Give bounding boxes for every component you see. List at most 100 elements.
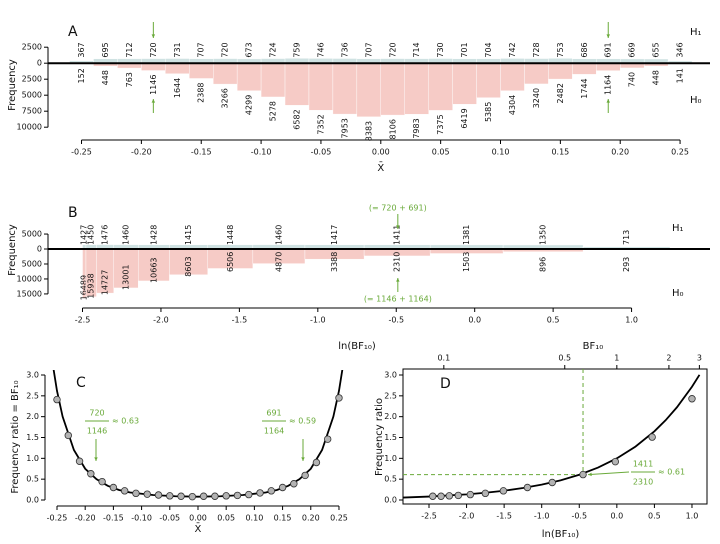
bar [452, 63, 477, 105]
y-tick-label: 7500 [22, 107, 42, 116]
panel-title: D [440, 376, 451, 392]
data-point [245, 490, 253, 499]
x-tick-label: 0.10 [245, 514, 263, 523]
value-label: 712 [125, 42, 134, 57]
value-label: 1448 [226, 225, 235, 245]
x2-tick-label: 3 [697, 354, 702, 363]
y-tick-label: 5000 [22, 230, 42, 239]
value-label: 1350 [539, 225, 548, 245]
y-axis-label: Frequency [7, 59, 18, 111]
value-label: 13001 [121, 264, 130, 289]
value-label: 753 [556, 42, 565, 57]
x-tick-label: 0.25 [330, 514, 348, 523]
x-tick-label: -0.25 [47, 514, 68, 523]
y-tick-label: 0 [37, 245, 42, 254]
x-axis-label: ln(BF₁₀) [542, 529, 580, 540]
value-label: 763 [125, 72, 134, 87]
bar [524, 63, 549, 85]
value-label: 704 [484, 42, 493, 57]
value-label: 742 [508, 42, 517, 57]
x-tick-label: 0.05 [432, 148, 450, 157]
y-tick-label: 1.5 [384, 433, 397, 442]
x-tick-label: 0.00 [372, 148, 390, 157]
data-point [481, 489, 490, 498]
y-tick-label: 1.0 [26, 454, 39, 463]
value-label: 8106 [388, 119, 397, 139]
value-label: 7983 [412, 118, 421, 138]
x-tick-label: -0.20 [75, 514, 96, 523]
x-tick-label: 0.20 [302, 514, 320, 523]
arrow-head [151, 99, 156, 103]
y-tick-label: 2.0 [26, 412, 39, 421]
data-point [53, 395, 61, 404]
y-tick-label: 1.5 [26, 433, 39, 442]
data-point [335, 394, 343, 402]
value-label: 4304 [508, 95, 517, 115]
bar [141, 63, 166, 71]
x-tick-label: -1.5 [232, 316, 248, 325]
data-point [256, 489, 264, 497]
x-tick-label: -0.5 [388, 316, 404, 325]
value-label: 728 [532, 42, 541, 57]
y-tick-label: 5000 [22, 91, 42, 100]
value-label: 730 [436, 42, 445, 57]
x-tick-label: -1.0 [534, 512, 550, 521]
data-point [466, 490, 475, 499]
data-point [199, 492, 208, 500]
y-tick-label: 3.0 [384, 371, 397, 380]
y-axis-label: Frequency ratio = BF₁₀ [10, 380, 21, 493]
data-point [290, 480, 298, 488]
value-label: 7375 [436, 114, 445, 134]
bar [236, 63, 262, 91]
value-label: 1450 [87, 225, 96, 245]
value-label: 16489 [80, 275, 89, 300]
value-label: 1744 [580, 78, 589, 98]
data-point [143, 490, 151, 498]
value-label: 673 [245, 42, 254, 57]
value-label: 10663 [149, 257, 158, 282]
data-point [523, 483, 532, 492]
bar [476, 63, 501, 98]
value-label: 448 [652, 70, 661, 85]
x-tick-label: 0.5 [547, 316, 560, 325]
value-label: 1417 [330, 225, 339, 245]
bar [500, 63, 525, 91]
data-point [75, 457, 84, 465]
x-tick-label: 0.10 [492, 148, 510, 157]
x-tick-label: -2.5 [421, 512, 437, 521]
x-tick-label: 0.15 [274, 514, 292, 523]
value-label: 759 [292, 42, 301, 57]
data-point [109, 483, 118, 492]
data-point [688, 395, 696, 403]
value-label: 740 [628, 72, 637, 87]
x-tick-label: -0.15 [191, 148, 212, 157]
bar [260, 63, 286, 98]
y-axis-label: Frequency [7, 224, 18, 276]
data-point [312, 458, 321, 467]
value-label: 4299 [245, 95, 254, 115]
value-label: 448 [101, 70, 110, 85]
x-tick-label: 1.0 [686, 512, 699, 521]
legend-label: H₁ [690, 27, 702, 38]
x2-tick-label: 1 [614, 354, 619, 363]
value-label: 1427 [80, 225, 89, 245]
panel-title: B [68, 205, 78, 221]
legend-label: H₀ [672, 288, 684, 299]
data-point [211, 492, 219, 500]
value-label: 691 [604, 42, 613, 57]
data-point [87, 470, 95, 478]
x-tick-label: 0.0 [610, 512, 623, 521]
y-tick-label: 0.0 [384, 496, 397, 505]
arrow-head [301, 457, 305, 461]
data-point [188, 492, 197, 501]
bar [356, 63, 381, 118]
annotation: (= 1146 + 1164) [364, 295, 432, 304]
value-label: 707 [197, 42, 206, 57]
x-tick-label: -0.5 [571, 512, 587, 521]
value-label: 3388 [330, 252, 339, 272]
value-label: 8383 [364, 121, 373, 141]
x2-tick-label: 2 [666, 354, 671, 363]
value-label: 15938 [87, 273, 96, 298]
annotation-denominator: 1164 [264, 427, 284, 436]
data-point [499, 487, 508, 495]
